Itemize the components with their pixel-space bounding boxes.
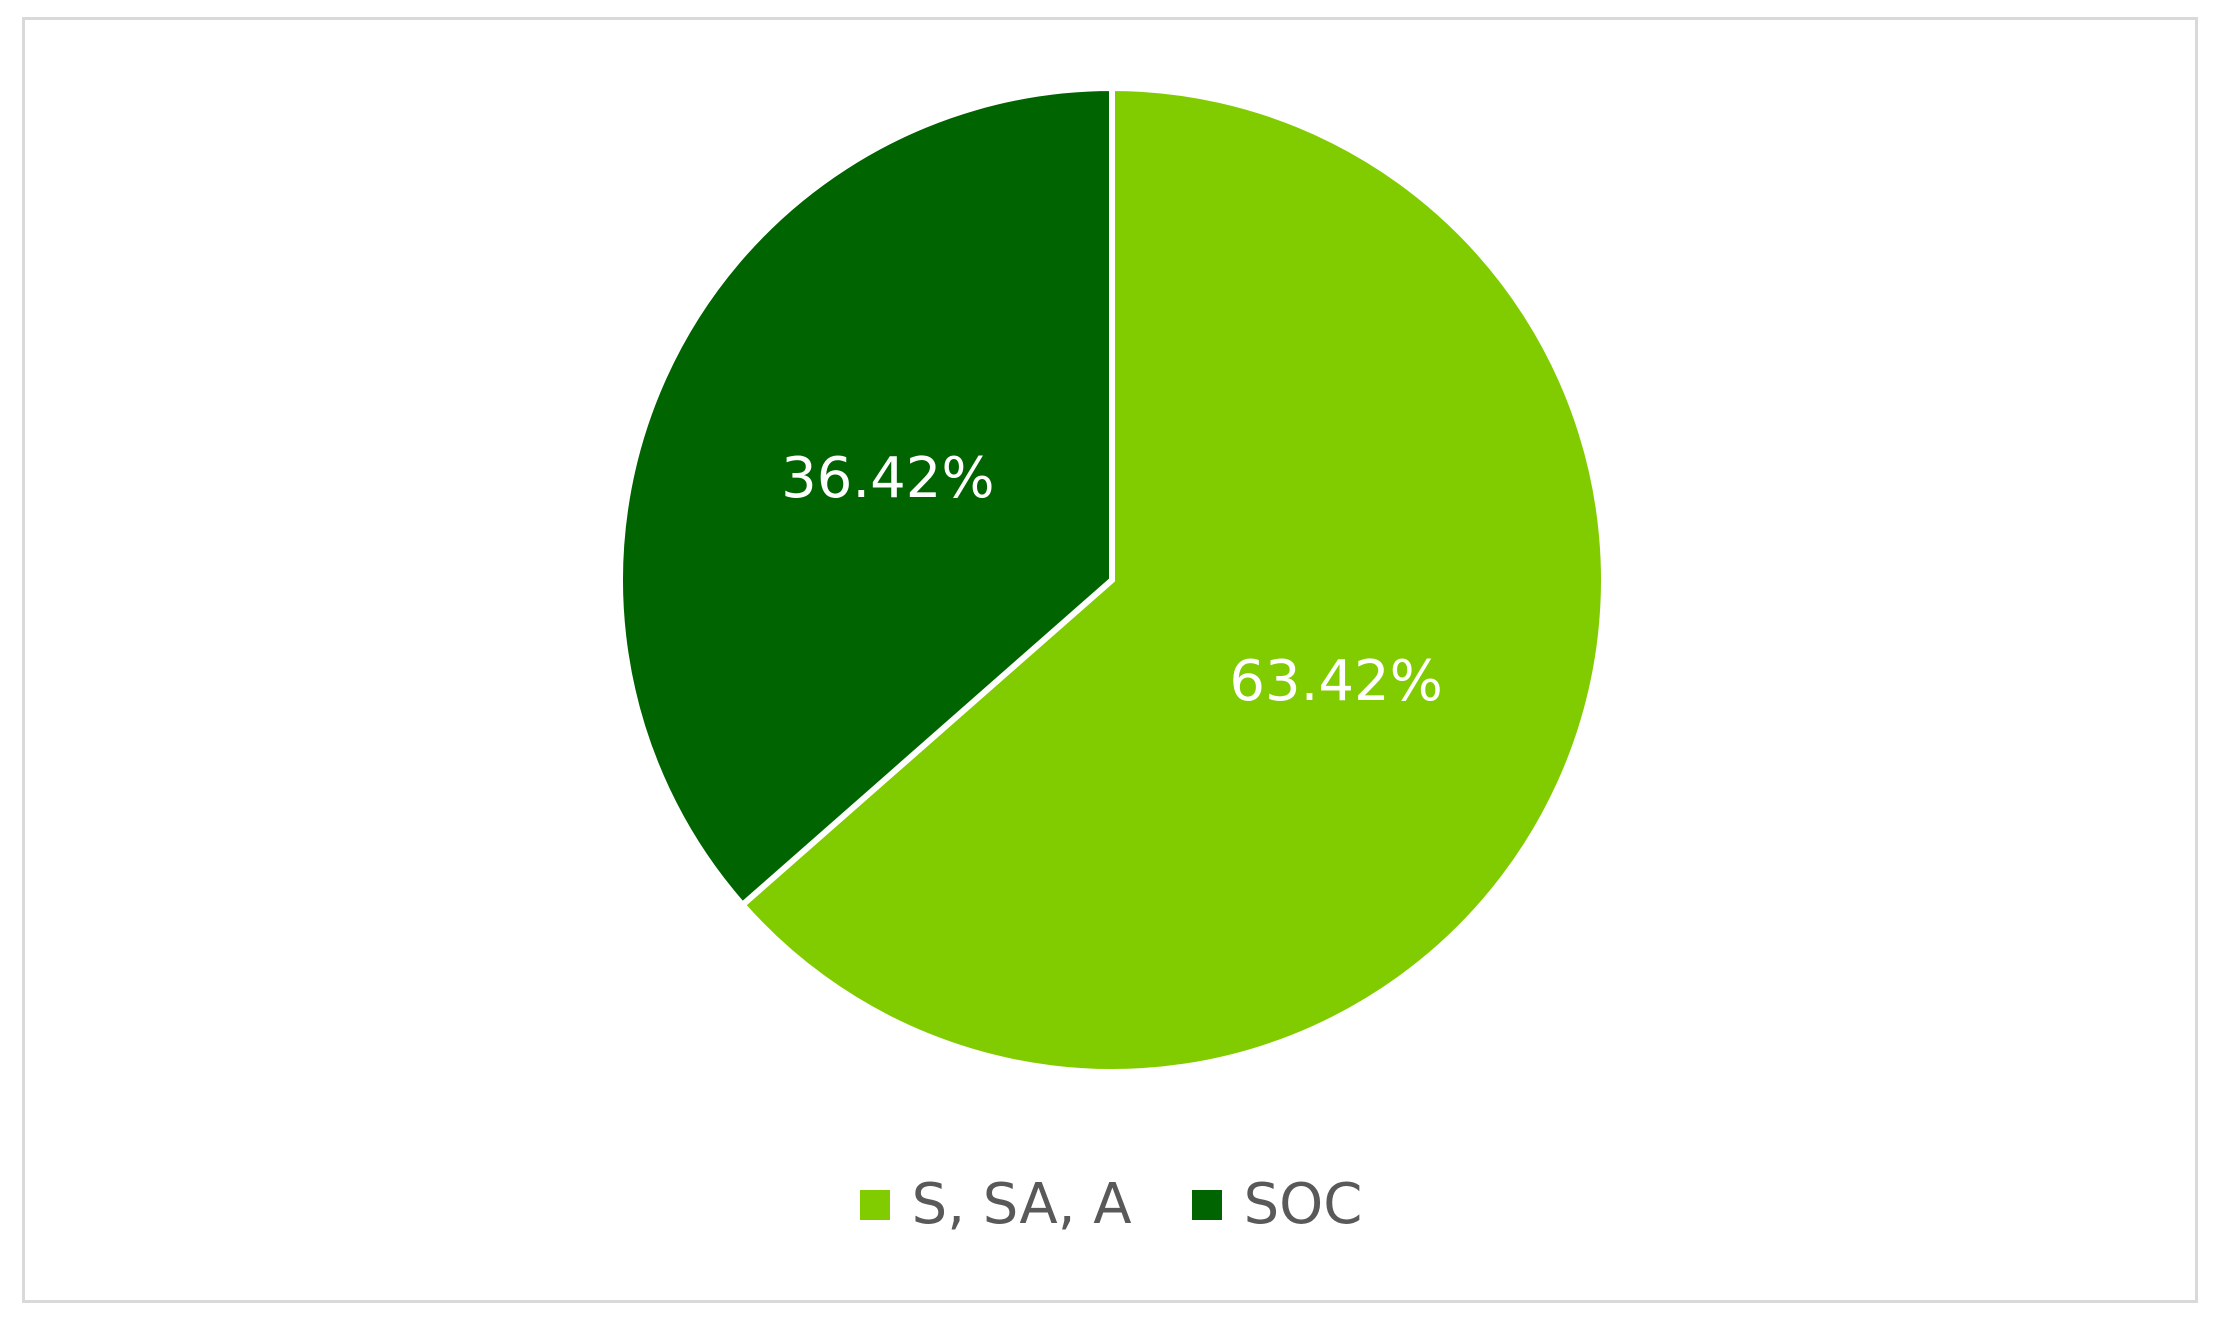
legend-swatch-soc <box>1191 1190 1222 1220</box>
pie-slice-soc <box>617 84 1115 910</box>
pie-slices <box>617 84 1607 1075</box>
legend-label-soc: SOC <box>1243 1172 1363 1237</box>
legend: S, SA, A SOC <box>0 1170 2222 1240</box>
legend-label-s-sa-a: S, SA, A <box>911 1172 1132 1237</box>
data-label-soc: 36.42% <box>781 446 995 511</box>
data-label-s-sa-a: 63.42% <box>1229 649 1443 714</box>
pie-data-labels: 63.42% 36.42% <box>781 446 1443 714</box>
legend-swatch-s-sa-a <box>859 1190 890 1220</box>
legend-item-soc: SOC <box>1191 1170 1363 1240</box>
legend-item-s-sa-a: S, SA, A <box>859 1170 1132 1240</box>
pie-slice-s-sa-a <box>738 84 1607 1075</box>
